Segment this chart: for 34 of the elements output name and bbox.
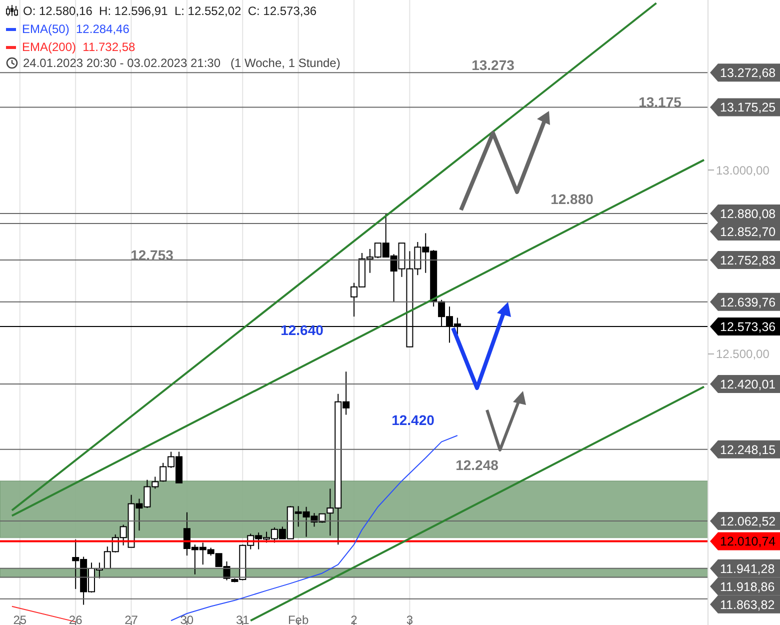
y-tick-label: 12.500,00 bbox=[716, 347, 770, 362]
x-tick-label: 3 bbox=[406, 613, 414, 625]
ref-line-label: 12.752,83 bbox=[720, 254, 776, 268]
annotation: 12.420 bbox=[392, 412, 435, 428]
x-tick-label: 26 bbox=[68, 613, 83, 625]
legend-label: EMA(200) 11.732,58 bbox=[22, 40, 136, 54]
text: 24.01.2023 20:30 - 03.02.2023 21:30 (1 Woche, 1 Stunde) bbox=[23, 56, 340, 70]
x-tick-label: 30 bbox=[180, 613, 194, 625]
x-tick-label: 25 bbox=[13, 613, 27, 625]
x-tick-label: Feb bbox=[288, 613, 309, 625]
ref-line-label: 12.010,74 bbox=[720, 534, 776, 549]
annotation: 12.753 bbox=[130, 247, 174, 263]
ref-line-label: 12.852,70 bbox=[720, 224, 776, 239]
x-tick-label: 31 bbox=[236, 613, 250, 625]
ref-line-label: 13.272,68 bbox=[720, 66, 776, 80]
ref-line-label: 13.175,25 bbox=[720, 100, 776, 115]
ref-line-label: 11.941,28 bbox=[720, 562, 775, 576]
annotation: 12.640 bbox=[280, 322, 324, 338]
ref-line-label: 12.880,08 bbox=[720, 206, 776, 221]
ref-line-label: 12.420,01 bbox=[720, 378, 776, 392]
annotation: 13.273 bbox=[472, 57, 515, 73]
annotation: 12.248 bbox=[456, 457, 499, 473]
ref-line-label: 11.918,86 bbox=[720, 580, 775, 594]
y-tick-label: 13.000,00 bbox=[716, 163, 770, 178]
ref-line-label: 11.863,82 bbox=[720, 598, 775, 612]
ref-line-label: 12.573,36 bbox=[720, 320, 776, 334]
ref-line-label: 12.062,52 bbox=[720, 514, 776, 529]
annotation: 12.880 bbox=[550, 191, 594, 207]
ref-line-label: 12.639,76 bbox=[720, 295, 776, 310]
legend-label: EMA(50) 12.284,46 bbox=[22, 22, 130, 36]
x-tick-label: 27 bbox=[124, 613, 138, 625]
annotation: 13.175 bbox=[638, 94, 682, 110]
chart-title: O: 12.580,16 H: 12.596,91 L: 12.552,02 C: 12.573,36 bbox=[23, 4, 317, 18]
ref-line-label: 12.248,15 bbox=[720, 442, 776, 457]
